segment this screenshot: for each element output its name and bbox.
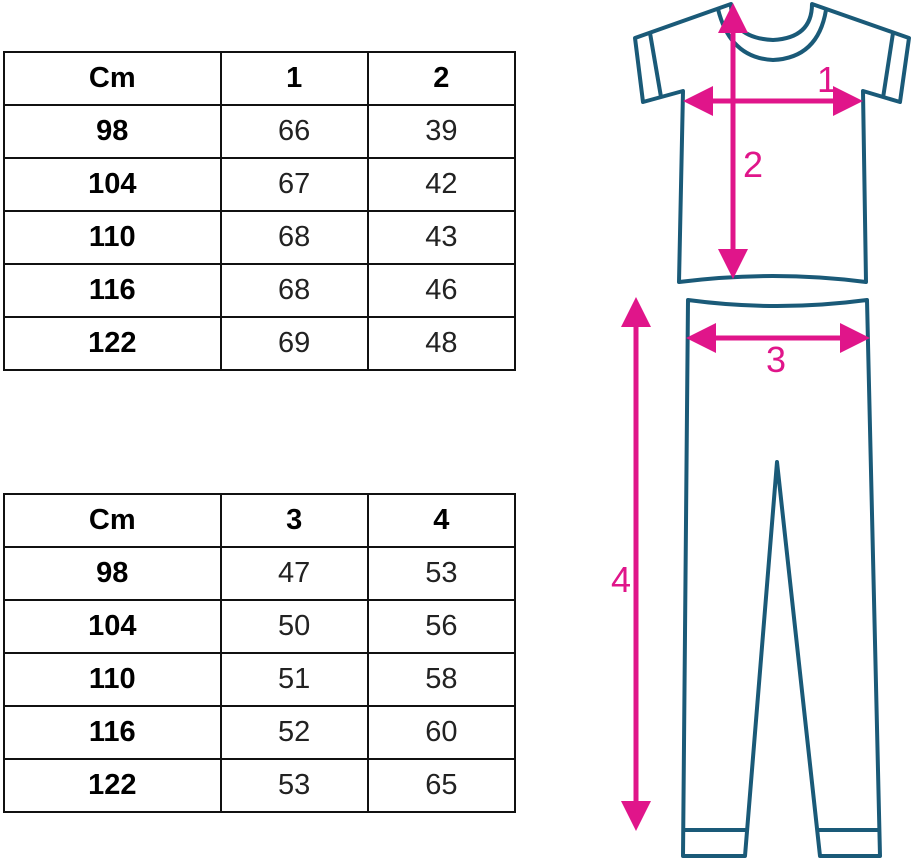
- size-table-bottom: Cm 3 4 98 47 53 104 50 56 110 51 58 116 52 60 122 53 65: [3, 493, 517, 813]
- size-cell: 98: [3, 546, 222, 601]
- table-row: 104 50 56: [3, 599, 517, 654]
- value-cell: 65: [366, 758, 517, 813]
- header-cell: 1: [219, 51, 369, 106]
- table-row: 104 67 42: [3, 157, 517, 212]
- size-cell: 122: [3, 316, 222, 371]
- header-cell: 3: [219, 493, 369, 548]
- table-row: 110 68 43: [3, 210, 517, 265]
- value-cell: 48: [366, 316, 517, 371]
- value-cell: 58: [366, 652, 517, 707]
- table-row: 116 68 46: [3, 263, 517, 318]
- header-row: Cm 1 2: [3, 51, 517, 106]
- table-row: 122 69 48: [3, 316, 517, 371]
- value-cell: 60: [366, 705, 517, 760]
- size-cell: 104: [3, 157, 222, 212]
- shirt-sleeve-left-cuff: [648, 32, 663, 98]
- value-cell: 53: [366, 546, 517, 601]
- pants-waistband: [686, 330, 869, 336]
- table-row: 116 52 60: [3, 705, 517, 760]
- table-row: 98 47 53: [3, 546, 517, 601]
- value-cell: 39: [366, 104, 517, 159]
- value-cell: 47: [219, 546, 369, 601]
- size-cell: 98: [3, 104, 222, 159]
- label-3: 3: [766, 339, 786, 380]
- shirt-outline: [633, 2, 911, 284]
- size-cell: 116: [3, 705, 222, 760]
- value-cell: 69: [219, 316, 369, 371]
- table-row: 110 51 58: [3, 652, 517, 707]
- header-cell: Cm: [3, 51, 222, 106]
- header-cell: 2: [366, 51, 517, 106]
- value-cell: 53: [219, 758, 369, 813]
- size-cell: 104: [3, 599, 222, 654]
- header-row: Cm 3 4: [3, 493, 517, 548]
- table-row: 98 66 39: [3, 104, 517, 159]
- size-table-top: Cm 1 2 98 66 39 104 67 42 110 68 43 116 68 46 122 69 48: [3, 51, 517, 371]
- value-cell: 67: [219, 157, 369, 212]
- label-1: 1: [817, 59, 837, 100]
- size-cell: 122: [3, 758, 222, 813]
- header-cell: 4: [366, 493, 517, 548]
- value-cell: 52: [219, 705, 369, 760]
- value-cell: 50: [219, 599, 369, 654]
- value-cell: 56: [366, 599, 517, 654]
- header-cell: Cm: [3, 493, 222, 548]
- pants-outline: [681, 298, 882, 858]
- label-2: 2: [743, 144, 763, 185]
- value-cell: 42: [366, 157, 517, 212]
- value-cell: 66: [219, 104, 369, 159]
- value-cell: 68: [219, 263, 369, 318]
- size-cell: 116: [3, 263, 222, 318]
- value-cell: 43: [366, 210, 517, 265]
- size-cell: 110: [3, 210, 222, 265]
- value-cell: 46: [366, 263, 517, 318]
- table-row: 122 53 65: [3, 758, 517, 813]
- label-4: 4: [611, 559, 631, 600]
- size-cell: 110: [3, 652, 222, 707]
- value-cell: 51: [219, 652, 369, 707]
- value-cell: 68: [219, 210, 369, 265]
- shirt-sleeve-right-cuff: [881, 32, 895, 99]
